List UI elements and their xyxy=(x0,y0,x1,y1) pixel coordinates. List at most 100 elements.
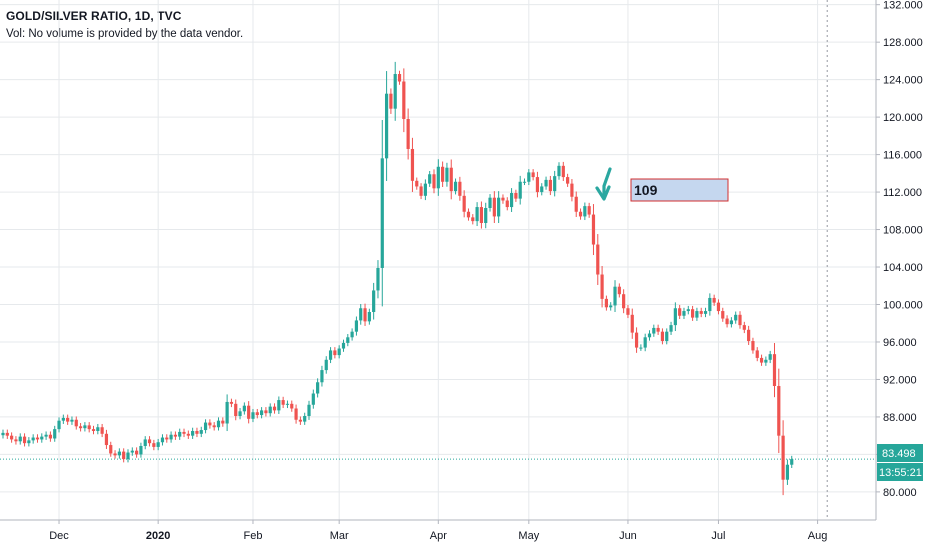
candle-body[interactable] xyxy=(212,425,216,428)
candle-body[interactable] xyxy=(44,434,48,437)
candle-body[interactable] xyxy=(669,325,673,332)
candle-body[interactable] xyxy=(165,437,169,440)
candle-body[interactable] xyxy=(402,81,406,119)
time-axis[interactable]: Dec 2020 Feb Mar Apr May Jun Jul Aug xyxy=(49,520,827,542)
candle-body[interactable] xyxy=(70,419,74,422)
candle-body[interactable] xyxy=(1,432,5,436)
candle-body[interactable] xyxy=(738,314,742,326)
candle-body[interactable] xyxy=(87,425,91,430)
candle-body[interactable] xyxy=(238,411,242,416)
candle-body[interactable] xyxy=(781,435,785,480)
candle-body[interactable] xyxy=(660,331,665,342)
candle-body[interactable] xyxy=(686,309,690,312)
candle-body[interactable] xyxy=(703,311,708,314)
candle-body[interactable] xyxy=(341,342,346,349)
candle-body[interactable] xyxy=(359,308,363,321)
candle-body[interactable] xyxy=(522,181,527,183)
candle-body[interactable] xyxy=(234,403,238,416)
candle-body[interactable] xyxy=(643,337,647,348)
candle-body[interactable] xyxy=(535,177,540,193)
candle-body[interactable] xyxy=(609,305,613,308)
candle-body[interactable] xyxy=(229,401,234,404)
candle-body[interactable] xyxy=(100,427,104,434)
candle-body[interactable] xyxy=(380,158,384,268)
candle-body[interactable] xyxy=(462,195,466,212)
price-axis[interactable]: 132.000 128.000 124.000 120.000 116.000 112.0… xyxy=(876,0,923,499)
candle-body[interactable] xyxy=(617,286,621,295)
candle-body[interactable] xyxy=(497,197,501,217)
candle-body[interactable] xyxy=(613,286,617,306)
candle-body[interactable] xyxy=(622,294,626,309)
candle-body[interactable] xyxy=(492,197,496,217)
candle-body[interactable] xyxy=(31,437,35,441)
candle-body[interactable] xyxy=(712,297,716,303)
candle-body[interactable] xyxy=(389,93,393,109)
candle-body[interactable] xyxy=(182,431,186,434)
candle-body[interactable] xyxy=(57,420,61,430)
candle-body[interactable] xyxy=(484,208,488,223)
candle-body[interactable] xyxy=(117,451,121,456)
annotation-box[interactable] xyxy=(630,178,729,202)
candle-body[interactable] xyxy=(652,327,656,334)
candle-body[interactable] xyxy=(785,464,790,480)
candle-body[interactable] xyxy=(479,207,484,223)
candle-body[interactable] xyxy=(449,167,453,192)
candle-body[interactable] xyxy=(195,430,199,434)
candle-body[interactable] xyxy=(74,419,78,427)
candle-body[interactable] xyxy=(10,435,14,440)
candle-body[interactable] xyxy=(742,325,746,330)
candle-body[interactable] xyxy=(5,432,9,436)
candle-body[interactable] xyxy=(48,434,53,439)
annotation-109[interactable]: 109 xyxy=(630,178,729,202)
candle-body[interactable] xyxy=(445,167,449,182)
candle-body[interactable] xyxy=(18,436,22,442)
candle-body[interactable] xyxy=(143,439,147,446)
candle-body[interactable] xyxy=(518,181,522,199)
candle-body[interactable] xyxy=(656,327,660,332)
candle-body[interactable] xyxy=(346,337,350,343)
candle-body[interactable] xyxy=(432,174,436,189)
candle-body[interactable] xyxy=(169,434,173,440)
candle-body[interactable] xyxy=(436,166,440,189)
candle-body[interactable] xyxy=(53,429,57,439)
candle-body[interactable] xyxy=(311,393,315,405)
candle-body[interactable] xyxy=(333,350,337,356)
candle-body[interactable] xyxy=(135,450,139,455)
candle-body[interactable] xyxy=(665,331,669,342)
candle-body[interactable] xyxy=(152,443,156,447)
candle-body[interactable] xyxy=(298,419,302,422)
candle-body[interactable] xyxy=(570,183,574,197)
candle-body[interactable] xyxy=(290,403,294,409)
candle-body[interactable] xyxy=(505,200,509,208)
candle-body[interactable] xyxy=(186,433,190,436)
candle-body[interactable] xyxy=(751,341,755,351)
candle-body[interactable] xyxy=(544,179,548,187)
candle-body[interactable] xyxy=(630,314,634,333)
candle-body[interactable] xyxy=(328,350,333,360)
candle-body[interactable] xyxy=(126,452,130,460)
candle-body[interactable] xyxy=(61,417,65,421)
candle-body[interactable] xyxy=(268,406,272,414)
candle-body[interactable] xyxy=(397,74,402,82)
candle-body[interactable] xyxy=(27,440,31,444)
candle-body[interactable] xyxy=(350,331,354,338)
candle-body[interactable] xyxy=(527,172,531,182)
candle-body[interactable] xyxy=(423,183,427,196)
candle-body[interactable] xyxy=(604,298,608,308)
candle-body[interactable] xyxy=(130,450,134,453)
candle-body[interactable] xyxy=(729,320,733,325)
candle-body[interactable] xyxy=(695,311,699,318)
candle-body[interactable] xyxy=(509,193,514,208)
candle-body[interactable] xyxy=(410,148,415,181)
candle-body[interactable] xyxy=(768,354,772,360)
candle-body[interactable] xyxy=(199,430,203,434)
candle-body[interactable] xyxy=(294,408,298,420)
candle-body[interactable] xyxy=(208,422,212,426)
candle-body[interactable] xyxy=(708,297,712,312)
candle-body[interactable] xyxy=(354,320,359,332)
candle-body[interactable] xyxy=(721,311,725,319)
candle-body[interactable] xyxy=(583,206,587,217)
candle-body[interactable] xyxy=(514,193,518,199)
candle-body[interactable] xyxy=(104,433,109,446)
candle-body[interactable] xyxy=(376,267,380,291)
